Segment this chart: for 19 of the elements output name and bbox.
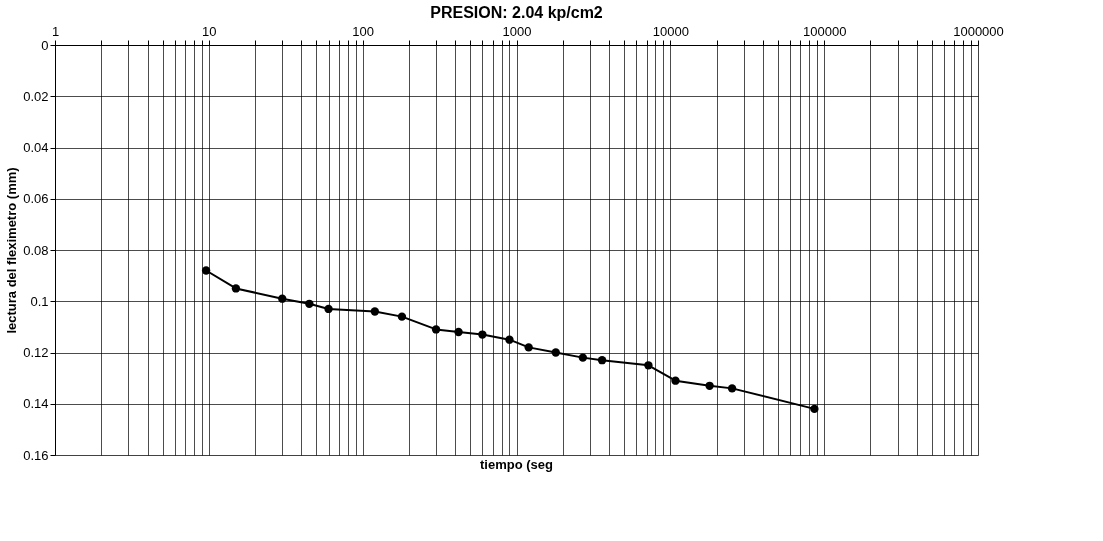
x-tick-label: 10000 [652,23,689,39]
y-tick-label: 0.02 [23,88,49,104]
x-tick-label: 100 [352,23,375,39]
y-tick-label: 0.04 [23,140,49,155]
x-tick-label: 100000 [802,23,847,39]
y-tick-label: 0.1 [30,293,49,309]
x-tick-label: 10 [202,23,217,39]
y-tick-label: 0.16 [23,447,49,463]
y-axis-title: lectura del fleximetro (mm) [4,167,20,334]
x-tick-label: 1000 [502,23,532,39]
chart-title: PRESION: 2.04 kp/cm2 [430,4,603,21]
y-tick-label: 0 [41,37,49,53]
x-tick-label: 1 [51,23,60,39]
y-tick-label: 0.14 [23,396,49,412]
y-tick-label: 0.12 [23,345,49,360]
x-axis-title: tiempo (seg [480,457,554,472]
y-tick-label: 0.08 [23,242,49,258]
y-tick-label: 0.06 [23,191,49,207]
x-tick-label: 1000000 [953,23,1004,39]
